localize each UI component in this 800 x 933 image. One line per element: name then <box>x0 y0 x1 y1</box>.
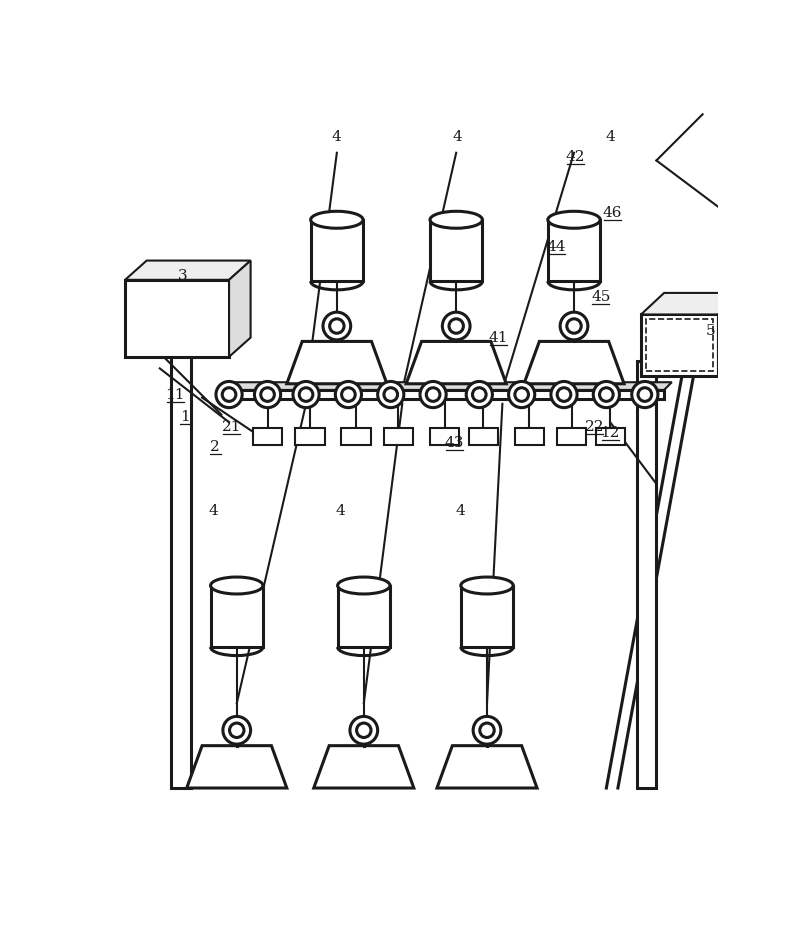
Circle shape <box>216 382 242 408</box>
Text: 2: 2 <box>210 440 220 454</box>
Circle shape <box>384 388 398 401</box>
Text: 22: 22 <box>585 420 605 434</box>
Polygon shape <box>437 745 537 788</box>
Circle shape <box>223 717 250 745</box>
Circle shape <box>299 388 313 401</box>
Circle shape <box>473 388 486 401</box>
Circle shape <box>473 717 501 745</box>
Circle shape <box>261 388 274 401</box>
Circle shape <box>426 388 440 401</box>
Polygon shape <box>310 220 363 282</box>
Circle shape <box>638 388 652 401</box>
Polygon shape <box>641 314 718 376</box>
Text: 4: 4 <box>332 131 342 145</box>
Circle shape <box>594 382 619 408</box>
Text: 1: 1 <box>180 410 190 424</box>
Circle shape <box>560 313 588 340</box>
Polygon shape <box>295 428 325 445</box>
Text: 5: 5 <box>706 325 715 339</box>
Polygon shape <box>125 260 250 280</box>
Polygon shape <box>222 390 664 399</box>
Circle shape <box>442 313 470 340</box>
Polygon shape <box>287 341 387 383</box>
Text: 4: 4 <box>209 504 218 518</box>
Polygon shape <box>469 428 498 445</box>
Circle shape <box>293 382 319 408</box>
Polygon shape <box>461 586 513 648</box>
Polygon shape <box>430 428 459 445</box>
Circle shape <box>509 382 534 408</box>
Ellipse shape <box>338 577 390 594</box>
Text: 4: 4 <box>453 131 462 145</box>
Circle shape <box>420 382 446 408</box>
Circle shape <box>342 388 355 401</box>
Text: 11: 11 <box>166 388 185 402</box>
Polygon shape <box>406 341 506 383</box>
Polygon shape <box>210 586 263 648</box>
Polygon shape <box>125 280 229 356</box>
Text: 3: 3 <box>178 269 188 283</box>
Circle shape <box>222 388 236 401</box>
Polygon shape <box>514 428 544 445</box>
Polygon shape <box>338 586 390 648</box>
Text: 42: 42 <box>566 149 586 163</box>
Text: 43: 43 <box>445 436 464 450</box>
Polygon shape <box>229 260 250 356</box>
Text: 45: 45 <box>591 290 610 304</box>
Circle shape <box>378 382 404 408</box>
Text: 46: 46 <box>602 206 622 220</box>
Ellipse shape <box>461 577 513 594</box>
Text: 4: 4 <box>606 131 615 145</box>
Polygon shape <box>524 341 624 383</box>
Circle shape <box>350 717 378 745</box>
Text: 12: 12 <box>601 426 620 440</box>
Text: 4: 4 <box>455 504 465 518</box>
Polygon shape <box>718 293 741 376</box>
Circle shape <box>323 313 350 340</box>
Polygon shape <box>186 745 287 788</box>
Ellipse shape <box>210 577 263 594</box>
Polygon shape <box>171 276 190 788</box>
Circle shape <box>567 319 582 333</box>
Polygon shape <box>314 745 414 788</box>
Circle shape <box>449 319 463 333</box>
Circle shape <box>599 388 613 401</box>
Polygon shape <box>384 428 413 445</box>
Ellipse shape <box>310 211 363 229</box>
Polygon shape <box>557 428 586 445</box>
Circle shape <box>254 382 281 408</box>
Text: 44: 44 <box>546 241 566 255</box>
Polygon shape <box>606 369 618 788</box>
Polygon shape <box>641 293 741 314</box>
Text: 4: 4 <box>336 504 346 518</box>
Polygon shape <box>253 428 282 445</box>
Text: 41: 41 <box>489 330 508 344</box>
Circle shape <box>335 382 362 408</box>
Polygon shape <box>595 428 625 445</box>
Ellipse shape <box>430 211 482 229</box>
Circle shape <box>330 319 344 333</box>
Circle shape <box>557 388 571 401</box>
Polygon shape <box>222 383 672 390</box>
Circle shape <box>551 382 577 408</box>
Circle shape <box>480 723 494 737</box>
Polygon shape <box>430 220 482 282</box>
Circle shape <box>357 723 371 737</box>
Polygon shape <box>637 361 656 788</box>
Text: 21: 21 <box>222 420 241 434</box>
Circle shape <box>632 382 658 408</box>
Polygon shape <box>342 428 370 445</box>
Circle shape <box>230 723 244 737</box>
Polygon shape <box>548 220 600 282</box>
Circle shape <box>466 382 492 408</box>
Ellipse shape <box>548 211 600 229</box>
Circle shape <box>515 388 529 401</box>
